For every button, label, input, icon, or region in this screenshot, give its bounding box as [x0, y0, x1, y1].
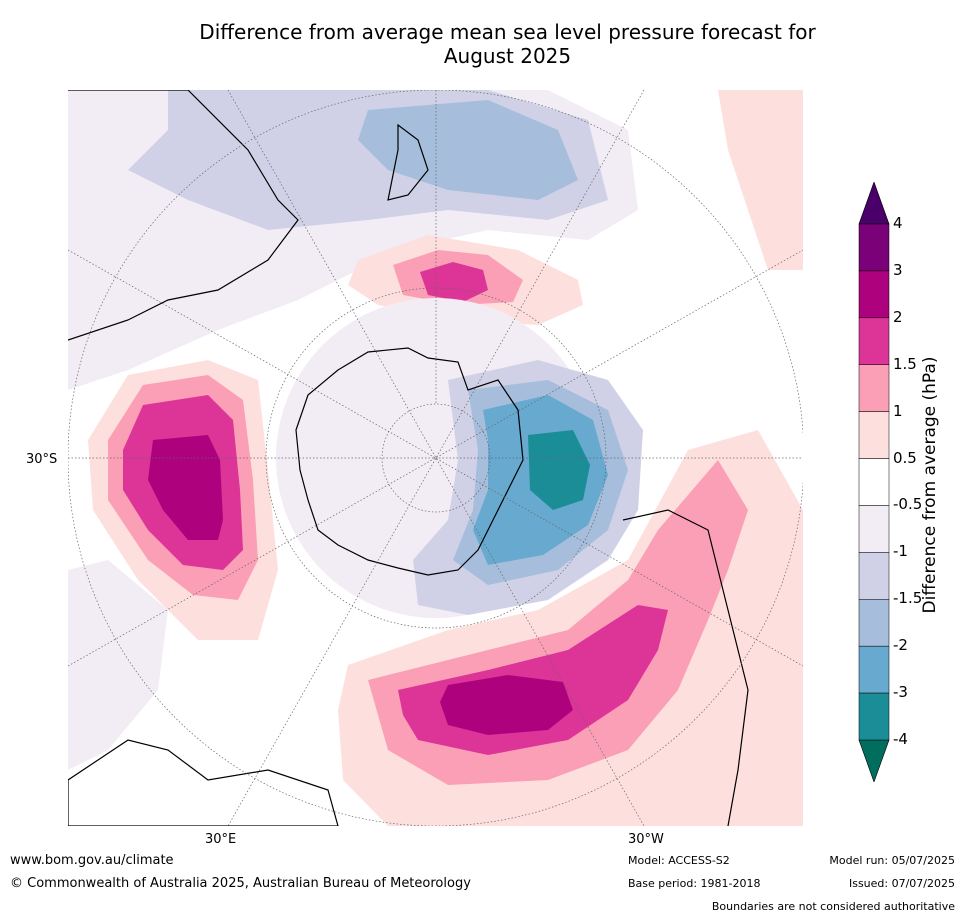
latitude-circle-60s	[381, 403, 491, 513]
footer-model-run: Model run: 05/07/2025	[829, 854, 955, 867]
antarctica-coastline	[295, 347, 524, 576]
colorbar-segment	[858, 552, 890, 600]
australia-coastline	[68, 90, 299, 341]
colorbar-title: Difference from average (hPa)	[920, 356, 940, 614]
colorbar-tick-label: 3	[893, 260, 903, 279]
anomaly-pos-2-se	[440, 675, 573, 735]
colorbar-tick-label: 4	[893, 214, 903, 232]
colorbar-segment	[858, 317, 890, 365]
south-america-coastline	[622, 509, 749, 826]
colorbar-tick-label: 0.5	[893, 448, 917, 467]
footer-issued: Issued: 07/07/2025	[848, 877, 955, 890]
label-30s: 30°S	[26, 452, 58, 467]
colorbar-segment	[858, 599, 890, 647]
colorbar-tick-label: 1.5	[893, 354, 917, 373]
meridian-line	[227, 90, 645, 826]
colorbar-extend-min	[858, 739, 890, 782]
title-line-1: Difference from average mean sea level p…	[199, 20, 816, 44]
africa-coastline	[68, 739, 339, 826]
footer-copyright: © Commonwealth of Australia 2025, Austra…	[10, 876, 471, 891]
colorbar-segment	[858, 645, 890, 694]
meridian-line	[68, 249, 803, 667]
label-30e: 30°E	[205, 832, 237, 847]
anomaly-pos-1.5-cn	[420, 262, 488, 302]
colorbar-tick-label: -3	[893, 683, 908, 702]
label-30w: 30°W	[628, 832, 664, 847]
colorbar-tick-label: -4	[893, 730, 908, 748]
colorbar-segment	[858, 411, 890, 459]
colorbar-tick-label: -1.5	[893, 589, 923, 608]
latitude-circle-45s	[265, 287, 607, 629]
colorbar	[858, 182, 890, 782]
colorbar-segment	[858, 458, 890, 506]
colorbar-tick-label: -1	[893, 542, 908, 561]
colorbar-segment	[858, 692, 890, 741]
title-line-2: August 2025	[443, 44, 572, 68]
anomaly-pos-0.5-ne	[718, 90, 803, 270]
anomaly-neg-0.5-w	[68, 560, 168, 770]
anomaly-neg-1.5-n	[358, 100, 578, 200]
colorbar-tick-label: -0.5	[893, 495, 923, 514]
anomaly-pos-2-w	[148, 435, 223, 540]
chart-title: Difference from average mean sea level p…	[100, 20, 915, 68]
colorbar-segment	[858, 270, 890, 319]
pressure-anomaly-map	[68, 90, 803, 826]
colorbar-tick-label: 2	[893, 307, 903, 326]
colorbar-segment	[858, 223, 890, 272]
anomaly-neg-3-antarctic	[528, 430, 590, 510]
colorbar-tick-label: 1	[893, 401, 903, 420]
footer-base-period: Base period: 1981-2018	[628, 877, 761, 890]
meridian-line	[68, 249, 803, 667]
footer-model: Model: ACCESS-S2	[628, 854, 730, 867]
colorbar-tick-label: -2	[893, 636, 908, 655]
meridian-line	[227, 90, 645, 826]
footer-disclaimer: Boundaries are not considered authoritat…	[711, 900, 955, 913]
colorbar-segment	[858, 364, 890, 412]
footer-url: www.bom.gov.au/climate	[10, 853, 174, 868]
new-zealand-coastline	[387, 123, 429, 201]
colorbar-segment	[858, 505, 890, 553]
colorbar-extend-max	[858, 182, 890, 225]
